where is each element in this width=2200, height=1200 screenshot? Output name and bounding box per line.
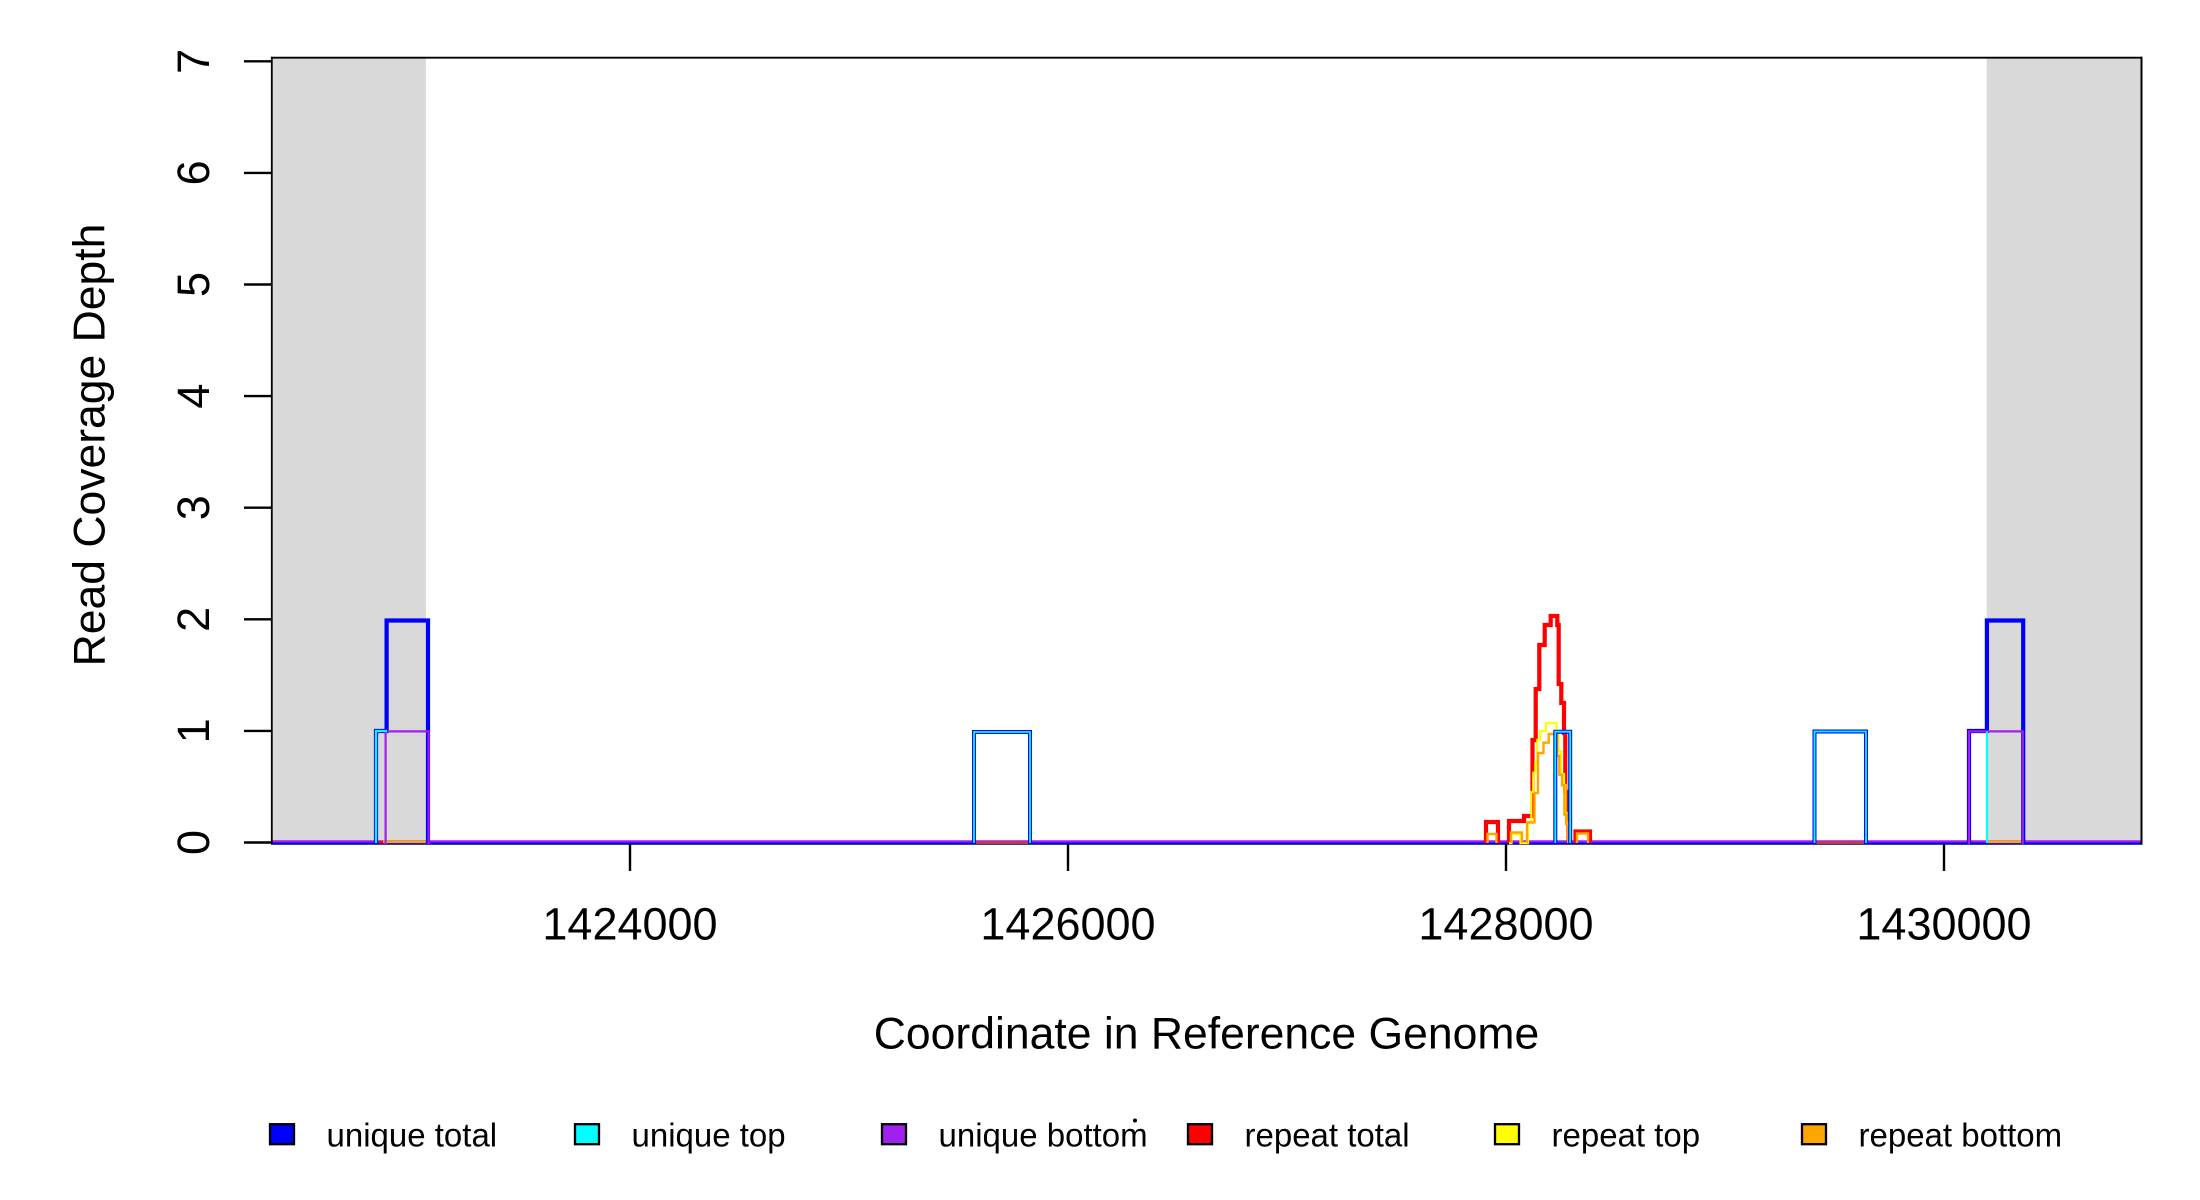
svg-text:unique bottom: unique bottom <box>939 1117 1148 1154</box>
svg-text:4: 4 <box>168 384 219 409</box>
svg-text:1426000: 1426000 <box>980 899 1155 950</box>
svg-text:0: 0 <box>168 830 219 855</box>
svg-text:1428000: 1428000 <box>1418 899 1593 950</box>
svg-text:repeat top: repeat top <box>1552 1117 1701 1154</box>
svg-text:1424000: 1424000 <box>542 899 717 950</box>
svg-text:Read Coverage Depth: Read Coverage Depth <box>66 224 115 667</box>
svg-text:Coordinate in Reference Genome: Coordinate in Reference Genome <box>874 1010 1539 1059</box>
svg-text:5: 5 <box>168 272 219 297</box>
svg-text:6: 6 <box>168 160 219 185</box>
svg-text:repeat bottom: repeat bottom <box>1859 1117 2063 1154</box>
svg-text:1: 1 <box>168 718 219 743</box>
svg-text:unique total: unique total <box>327 1117 498 1154</box>
svg-text:unique top: unique top <box>632 1117 786 1154</box>
svg-text:3: 3 <box>168 495 219 520</box>
svg-text:repeat total: repeat total <box>1245 1117 1410 1154</box>
svg-text:7: 7 <box>168 49 219 74</box>
svg-text:2: 2 <box>168 607 219 632</box>
svg-text:1430000: 1430000 <box>1856 899 2031 950</box>
